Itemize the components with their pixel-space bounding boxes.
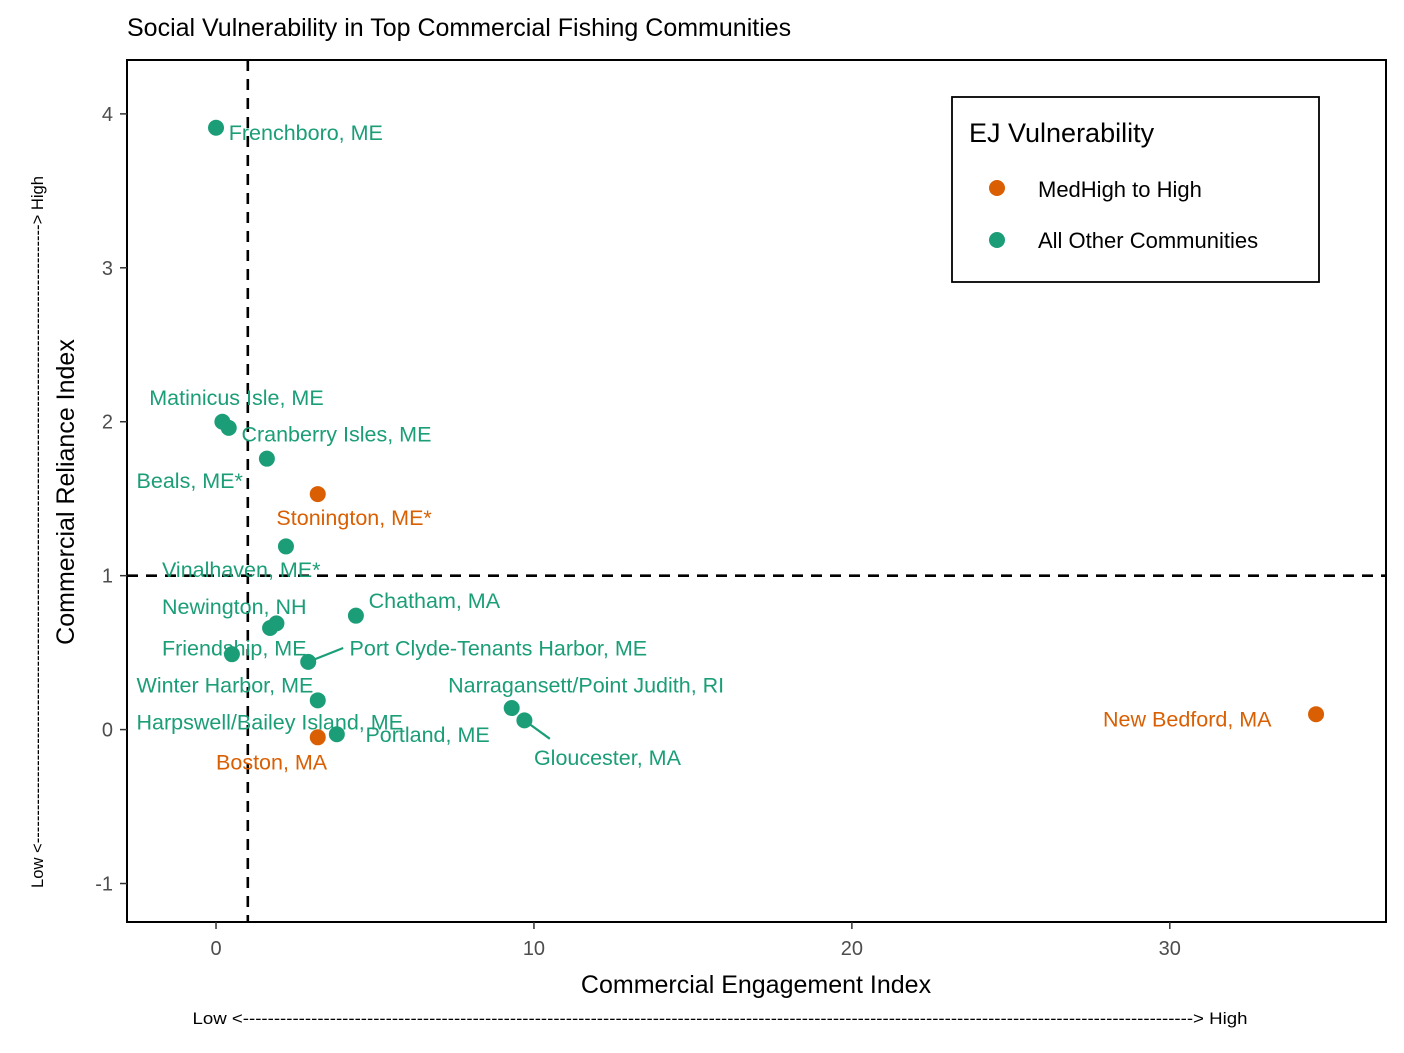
legend-label-other: All Other Communities	[1038, 228, 1258, 253]
point-label: Harpswell/Bailey Island, ME	[137, 711, 403, 735]
y-axis-ticks: -1 0 1 2 3 4	[95, 104, 127, 896]
point-label: Vinalhaven, ME*	[162, 558, 321, 582]
data-point	[258, 450, 275, 467]
y-axis-title: Commercial Reliance Index	[52, 339, 80, 645]
point-labels: Frenchboro, ME Matinicus Isle, ME Cranberr…	[137, 121, 1273, 775]
data-point	[262, 619, 279, 636]
legend-key-medhigh	[989, 180, 1005, 196]
point-label: Winter Harbor, ME	[137, 674, 314, 698]
point-label: Boston, MA	[216, 751, 328, 775]
x-tick-label: 30	[1159, 938, 1181, 960]
point-label: Portland, ME	[365, 723, 489, 747]
data-point	[1308, 706, 1325, 723]
data-point	[309, 729, 326, 746]
point-label: Frenchboro, ME	[229, 121, 383, 145]
legend-key-other	[989, 232, 1005, 248]
point-label: Stonington, ME*	[276, 506, 432, 530]
data-point	[223, 646, 240, 663]
data-points	[208, 119, 1325, 746]
y-tick-label: -1	[95, 874, 113, 896]
x-tick-label: 10	[523, 938, 545, 960]
y-tick-label: 0	[102, 720, 113, 742]
x-axis-title: Commercial Engagement Index	[581, 971, 932, 999]
data-point	[516, 712, 533, 729]
point-label: Newington, NH	[162, 595, 307, 619]
data-point	[277, 538, 294, 555]
y-tick-label: 1	[102, 566, 113, 588]
y-tick-label: 3	[102, 258, 113, 280]
y-axis-direction-note: Low <-----------------------------------…	[28, 176, 47, 888]
point-label: Matinicus Isle, ME	[149, 386, 323, 410]
point-label: Cranberry Isles, ME	[241, 423, 431, 447]
point-label: Gloucester, MA	[534, 746, 682, 770]
data-point	[300, 653, 317, 670]
data-point	[328, 726, 345, 743]
x-axis-direction-note: Low <-----------------------------------…	[193, 1009, 1248, 1028]
data-point	[208, 119, 225, 136]
point-label: Friendship, ME	[162, 637, 307, 661]
legend: EJ Vulnerability MedHigh to High All Oth…	[951, 96, 1320, 283]
point-label: Chatham, MA	[369, 589, 501, 613]
point-label: Beals, ME*	[137, 469, 244, 493]
y-tick-label: 2	[102, 412, 113, 434]
point-label: New Bedford, MA	[1103, 708, 1272, 732]
legend-box	[951, 96, 1320, 283]
legend-label-medhigh: MedHigh to High	[1038, 177, 1202, 202]
y-tick-label: 4	[102, 104, 113, 126]
x-tick-label: 20	[841, 938, 863, 960]
data-point	[347, 607, 364, 624]
data-point	[309, 486, 326, 503]
x-axis-ticks: 0 10 20 30	[210, 922, 1181, 960]
plot-panel	[126, 59, 1387, 923]
data-point	[503, 700, 520, 717]
data-point	[309, 692, 326, 709]
chart-title: Social Vulnerability in Top Commercial F…	[127, 14, 791, 42]
reference-lines	[127, 60, 1386, 922]
point-label: Narragansett/Point Judith, RI	[448, 674, 724, 698]
x-tick-label: 0	[210, 938, 221, 960]
data-point	[220, 419, 237, 436]
legend-title: EJ Vulnerability	[969, 118, 1155, 148]
point-label: Port Clyde-Tenants Harbor, ME	[350, 637, 648, 661]
